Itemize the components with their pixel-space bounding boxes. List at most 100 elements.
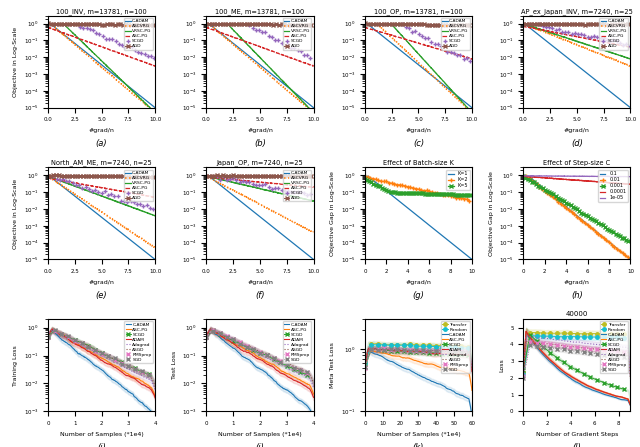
RMSprop	[77, 341, 85, 346]
ADAM	[245, 350, 253, 355]
RMSprop	[367, 346, 375, 352]
0.01	[554, 199, 562, 204]
AGD	[141, 174, 148, 180]
AGD	[63, 21, 70, 26]
ASCVRG	[72, 42, 79, 48]
SCGD	[145, 371, 152, 377]
AGD	[146, 174, 154, 180]
VRSC-PG	[51, 21, 59, 27]
ADAM	[270, 365, 278, 370]
ADAM	[468, 369, 476, 374]
C-ADAM	[72, 42, 79, 47]
RMSprop	[520, 373, 527, 379]
ASC-PG	[468, 56, 476, 62]
SCGD	[269, 357, 277, 362]
K=5	[361, 177, 369, 182]
ASC-PG	[49, 327, 56, 332]
SGD	[91, 347, 99, 353]
AGD	[520, 21, 527, 26]
ASCVRG	[442, 85, 449, 91]
ASC-PG	[532, 343, 540, 348]
AGD	[49, 21, 57, 26]
K=2	[369, 176, 377, 181]
SCGD	[95, 190, 102, 195]
ASGD	[310, 380, 317, 386]
SCGD	[239, 179, 247, 184]
AGD	[219, 21, 227, 26]
SCGD	[111, 357, 119, 363]
0.001	[623, 237, 630, 243]
ASGD	[532, 340, 540, 345]
AGD	[616, 21, 624, 27]
AGD	[527, 21, 535, 26]
Adagrad	[598, 342, 605, 347]
SCGD	[141, 51, 148, 57]
AGD	[130, 22, 138, 27]
SCGD	[303, 52, 311, 58]
AGD	[530, 21, 538, 26]
ADAM	[466, 354, 474, 360]
Line: ASC-PG: ASC-PG	[207, 177, 314, 187]
Line: ADAM: ADAM	[524, 331, 630, 405]
ADAM	[203, 333, 211, 339]
ASGD	[449, 348, 457, 354]
K=5	[410, 190, 418, 196]
SCGD	[596, 35, 604, 40]
SCGD	[64, 335, 72, 340]
AGD	[367, 21, 374, 26]
SCGD	[447, 49, 454, 55]
ASC-PG	[310, 185, 317, 190]
Line: 0.0001: 0.0001	[524, 176, 630, 185]
VRSC-PG	[310, 110, 317, 115]
Legend: C-ADAM, ASCVRG, VRSC-PG, ASC-PG, SCGD, AGD: C-ADAM, ASCVRG, VRSC-PG, ASC-PG, SCGD, A…	[441, 18, 470, 50]
0.0001	[591, 179, 599, 184]
SCGD	[209, 328, 217, 333]
ASCVRG	[230, 188, 238, 194]
RMSprop	[419, 348, 427, 354]
K=2	[449, 194, 457, 199]
0.01	[597, 233, 605, 239]
SCGD	[262, 30, 269, 35]
SCGD	[560, 360, 568, 365]
0.01	[624, 255, 632, 260]
Random	[526, 333, 534, 338]
SCGD	[568, 31, 575, 36]
1e-05	[539, 173, 547, 179]
AGD	[302, 22, 310, 28]
K=1	[388, 193, 396, 198]
Random	[553, 334, 561, 339]
SCGD	[613, 385, 621, 390]
ASC-PG	[204, 174, 211, 180]
K=5	[440, 191, 448, 197]
SCGD	[249, 25, 257, 30]
SGD	[51, 328, 58, 333]
Transfer	[560, 330, 568, 336]
ASCVRG	[627, 63, 634, 69]
SCGD	[112, 38, 120, 43]
ASCVRG	[468, 110, 476, 115]
Transfer	[566, 331, 574, 336]
SCGD	[623, 42, 630, 47]
Random	[413, 344, 420, 349]
VRSC-PG	[203, 173, 211, 179]
VRSC-PG	[252, 185, 259, 190]
0.001	[593, 219, 600, 224]
ASCVRG	[600, 53, 608, 58]
Line: ASC-PG: ASC-PG	[365, 350, 472, 390]
AGD	[380, 21, 387, 27]
Line: RMSprop: RMSprop	[205, 328, 309, 375]
Adagrad	[520, 371, 527, 376]
AGD	[127, 174, 135, 179]
AGD	[44, 173, 52, 178]
VRSC-PG	[125, 203, 132, 209]
SCGD	[450, 50, 458, 55]
C-ADAM	[151, 257, 159, 262]
C-ADAM	[216, 334, 223, 340]
SCGD	[52, 176, 60, 181]
RMSprop	[580, 345, 588, 350]
SCGD	[460, 56, 467, 62]
SGD	[216, 331, 224, 336]
0.001	[577, 210, 585, 215]
SCGD	[294, 189, 301, 194]
Transfer	[540, 330, 547, 336]
